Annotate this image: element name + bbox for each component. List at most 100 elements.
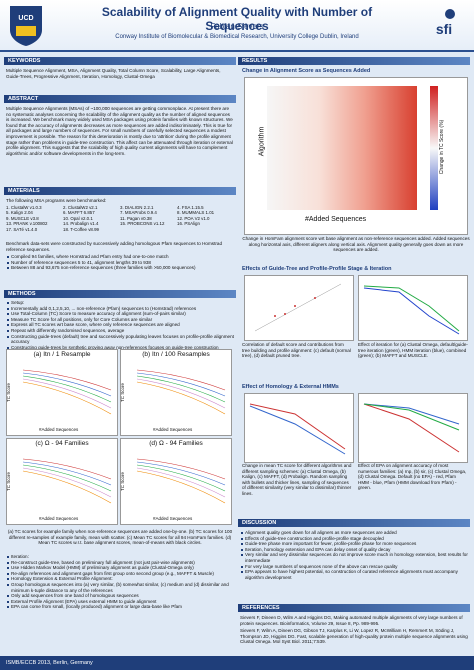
- bullet: Incrementally add 0,1,2,5,10, ... non-re…: [6, 306, 234, 312]
- plot-panel: (a) Itn / 1 Resample TC Score #Added Seque…: [6, 349, 118, 436]
- bullet: Only add sequences from one band of homo…: [6, 593, 234, 599]
- bullet: Re-construct guide-tree, based on prelim…: [6, 560, 234, 566]
- bullet: Group homologous sequences into (a) very…: [6, 582, 234, 593]
- header: UCD sfi Scalability of Alignment Quality…: [0, 0, 474, 52]
- bullet: For very large numbers of sequences none…: [240, 564, 468, 570]
- bullet: Repeat with differently randomised seque…: [6, 328, 234, 334]
- program: 10. Opal v2.0.1: [63, 215, 93, 221]
- heatmap: [267, 86, 417, 210]
- methods-bullets: Setup: Incrementally add 0,1,2,5,10, ... …: [6, 300, 234, 350]
- y-axis-label: Algorithm: [258, 126, 266, 157]
- bullet: Setup:: [6, 300, 234, 306]
- reference: Sievers F, Wilm A, Dineen DG, Gibson TJ,…: [240, 628, 468, 645]
- y-axis-label: TC Score: [6, 471, 12, 492]
- section-heading: REFERENCES: [238, 604, 470, 612]
- panel-title: (b) Itn / 100 Resamples: [142, 351, 210, 358]
- decorative-line: [22, 369, 112, 391]
- caption: Change in mean TC score for different al…: [242, 463, 352, 496]
- bullet: Constructing guide-trees (default) tree …: [6, 334, 234, 345]
- program: 5. Kalign 2.04: [6, 210, 33, 216]
- bullet: Use Hidden Markov Model (HMM) of prelimi…: [6, 565, 234, 571]
- abstract: Multiple Sequence Alignments (MSAs) of ~…: [6, 106, 233, 156]
- subtitle: Change in Alignment Score as Sequences A…: [242, 68, 371, 74]
- materials-text: Benchmark data-sets were constructed by …: [6, 241, 223, 252]
- bullet: Homology Extension & External Profile Al…: [6, 576, 234, 582]
- bullet: Iteration, homology extension and EPA ca…: [240, 547, 468, 553]
- plot-area: [136, 458, 226, 504]
- colorbar-label: Change in TC Score (%): [439, 119, 446, 175]
- bullet: Re-align references and alignment gaps f…: [6, 571, 234, 577]
- program: 14. Probalign v1.4: [63, 221, 99, 227]
- plot: [244, 393, 354, 463]
- bullet: Measure TC Score for all positions, only…: [6, 317, 234, 323]
- figure-caption: (a) TC scores for example family when no…: [7, 529, 233, 546]
- program: 18. T-Coffee v8.99: [63, 226, 99, 232]
- decorative-line: [22, 467, 112, 498]
- x-axis-label: #Added Sequences: [153, 427, 193, 432]
- decorative-line: [136, 381, 226, 415]
- caption: Change in HomFam alignment score wrt bas…: [242, 236, 470, 253]
- affiliation: Conway Institute of Biomolecular & Biome…: [115, 34, 359, 40]
- section-heading: KEYWORDS: [4, 57, 236, 65]
- plot-area: [22, 458, 112, 504]
- materials-intro: The following MSA programs were benchmar…: [6, 198, 107, 203]
- plot-area: [136, 369, 226, 415]
- title: Scalability of Alignment Quality with Nu…: [101, 5, 373, 33]
- discussion-bullets: Alignment quality goes down for all alig…: [240, 530, 468, 580]
- bullet: Between 88 and 93,675 non-reference sequ…: [6, 265, 234, 271]
- reference: Sievers F, Dineen D, Wilm A and Higgins …: [240, 615, 463, 626]
- bullet: Express all TC scores wrt base score, wh…: [6, 322, 234, 328]
- bullet: EPA can come from small, (locally produc…: [6, 604, 234, 610]
- decorative-line: [136, 461, 226, 486]
- program: 4. FSA 1.15.5: [177, 205, 204, 210]
- program: 8. MUMMALS 1.01: [177, 210, 215, 216]
- program: 3. DIALIGN 2.2.1: [120, 205, 154, 210]
- bullet: Guide-tree phase more important for fewe…: [240, 541, 468, 547]
- program: 6. MAFFT 6.857: [63, 210, 95, 216]
- decorative-line: [22, 458, 112, 480]
- bullet: Effects of guide-tree construction and p…: [240, 536, 468, 542]
- decorative-line: [136, 470, 226, 504]
- results-bullets: Iteration: Re-construct guide-tree, based…: [6, 554, 234, 610]
- program: 11. Pagan v0.38: [120, 215, 152, 221]
- keywords: Multiple Sequence Alignment, MSA, Alignm…: [6, 68, 221, 79]
- panel-title: (a) Itn / 1 Resample: [33, 351, 91, 358]
- svg-text:sfi: sfi: [436, 21, 452, 37]
- plot: [358, 393, 468, 463]
- heatmap-panel: Algorithm #Added Sequences Change in TC …: [244, 77, 468, 235]
- sfi-logo: sfi: [436, 9, 455, 37]
- section-heading: METHODS: [4, 290, 236, 298]
- materials-bullets: Compiled 94 families, where Homstrad and…: [6, 254, 234, 271]
- bullet: Alignment quality goes down for all alig…: [240, 530, 468, 536]
- program: 12. POA V2 v1.0: [177, 215, 210, 221]
- footer: ISMB/ECCB 2013, Berlin, Germany: [0, 656, 474, 670]
- decorative-line: [136, 369, 226, 391]
- bullet: Iteration:: [6, 554, 234, 560]
- decorative-line: [22, 464, 112, 492]
- x-axis-label: #Added Sequences: [153, 516, 193, 521]
- plot: [244, 275, 354, 341]
- decorative-line: [136, 375, 226, 403]
- svg-text:UCD: UCD: [18, 15, 33, 22]
- decorative-line: [22, 372, 112, 397]
- decorative-line: [136, 467, 226, 498]
- x-axis-label: #Added Sequences: [39, 427, 79, 432]
- section-heading: RESULTS: [238, 57, 470, 65]
- bullet: EPA appears to have highest potential, s…: [240, 569, 468, 580]
- program: 9. MUSCLE v3.8: [6, 215, 39, 221]
- references: Sievers F, Dineen D, Wilm A and Higgins …: [240, 615, 468, 647]
- colorbar: [430, 86, 438, 210]
- section-heading: MATERIALS: [4, 187, 236, 195]
- program: 15. PROBCONS v1.12: [120, 221, 165, 227]
- bullet: Compiled 94 families, where Homstrad and…: [6, 254, 234, 260]
- bullet: Constructing guide-trees by synthetic pr…: [6, 345, 234, 351]
- x-axis-label: #Added Sequences: [39, 516, 79, 521]
- decorative-line: [136, 378, 226, 409]
- decorative-line: [22, 381, 112, 415]
- program: 16. PSAlign: [177, 221, 200, 227]
- plot-panel: (c) Ω - 94 Families TC Score #Added Sequen…: [6, 438, 118, 525]
- bullet: Use Total-Column (TC) Score to measure a…: [6, 311, 234, 317]
- y-axis-label: TC Score: [120, 382, 126, 403]
- program: 1. ClustalW v1.0.3: [6, 205, 42, 210]
